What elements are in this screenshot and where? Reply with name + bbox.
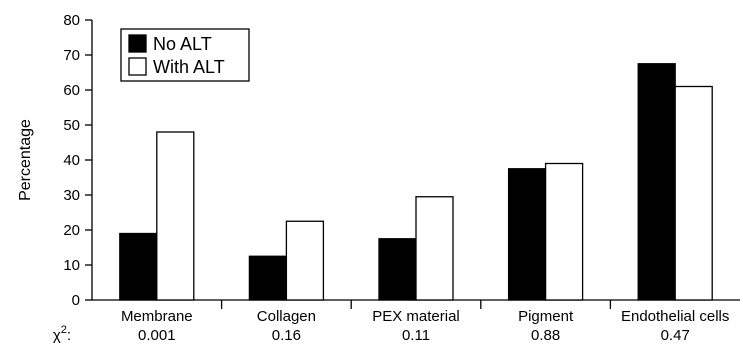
category-label: Endothelial cells <box>621 308 729 325</box>
bar-with-alt-0 <box>156 131 195 301</box>
chi-symbol: χ <box>53 327 61 344</box>
bar-with-alt-2 <box>415 196 454 301</box>
legend-swatch-no-alt <box>128 34 147 53</box>
chi-value: 0.11 <box>402 327 430 344</box>
chi-superscript: 2 <box>61 324 67 336</box>
bar-no-alt-4 <box>637 63 676 301</box>
bars <box>119 63 713 301</box>
bar-with-alt-4 <box>674 85 713 301</box>
y-tick-label: 30 <box>63 187 80 204</box>
bar-no-alt-3 <box>507 168 547 301</box>
legend: No ALT With ALT <box>120 28 250 82</box>
category-label: Membrane <box>121 308 193 325</box>
chi-value: 0.16 <box>272 327 301 344</box>
y-tick-label: 0 <box>72 292 80 309</box>
chi-value: 0.47 <box>661 327 690 344</box>
y-tick-label: 70 <box>63 47 80 64</box>
y-tick-label: 50 <box>63 117 80 134</box>
chi-colon: : <box>67 327 71 344</box>
y-axis: 0 10 20 30 40 50 60 70 80 <box>63 12 93 309</box>
legend-label-with-alt: With ALT <box>153 57 225 77</box>
bar-with-alt-3 <box>544 162 584 301</box>
y-axis-label: Percentage <box>17 119 34 201</box>
legend-swatch-with-alt <box>128 57 147 76</box>
bar-no-alt-1 <box>248 255 288 301</box>
bar-no-alt-0 <box>119 232 158 301</box>
category-label: Collagen <box>257 308 316 325</box>
y-tick-label: 20 <box>63 222 80 239</box>
chi-value: 0.001 <box>138 327 176 344</box>
y-tick-label: 80 <box>63 12 80 29</box>
y-tick-label: 60 <box>63 82 80 99</box>
y-tick-label: 40 <box>63 152 80 169</box>
chi-square-row: χ2: 0.001 0.16 0.11 0.88 0.47 <box>53 324 690 344</box>
category-label: PEX material <box>372 308 460 325</box>
bar-with-alt-1 <box>285 220 325 301</box>
category-labels: Membrane Collagen PEX material Pigment Endot… <box>121 308 729 325</box>
bar-no-alt-2 <box>378 238 417 301</box>
y-tick-label: 10 <box>63 257 80 274</box>
category-label: Pigment <box>518 308 574 325</box>
chi-value: 0.88 <box>531 327 560 344</box>
chi-square-label: χ2: <box>53 324 71 344</box>
legend-label-no-alt: No ALT <box>153 34 212 54</box>
